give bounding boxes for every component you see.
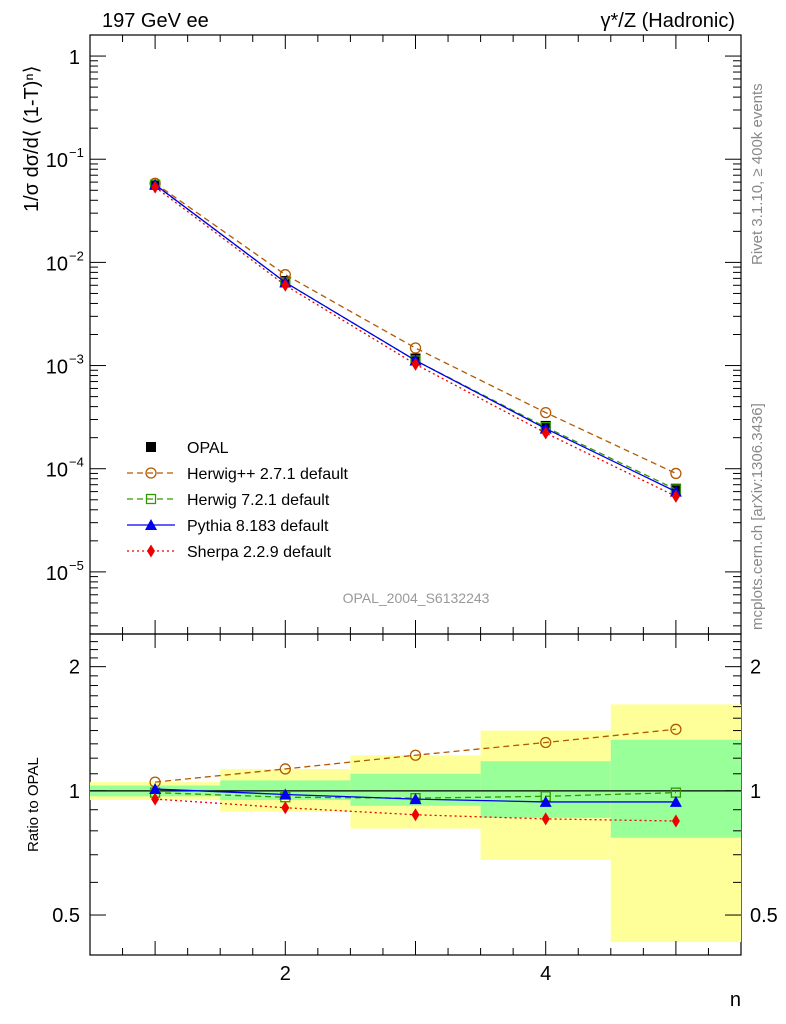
legend-label: Herwig++ 2.7.1 default: [187, 466, 349, 483]
y-tick-label-exponent: −3: [69, 352, 84, 367]
band-inner-bin: [480, 761, 611, 818]
x-axis-label: n: [730, 989, 741, 1011]
series-line-main: [154, 186, 677, 497]
series-layer: [149, 177, 682, 828]
title-right: γ*/Z (Hadronic): [601, 10, 735, 32]
y-tick-label: 10: [46, 357, 68, 379]
series-point-ratio: [409, 749, 422, 761]
ratio-tick-label-right: 0.5: [750, 905, 778, 927]
series-point-ratio: [409, 793, 422, 805]
watermark: OPAL_2004_S6132243: [343, 590, 490, 606]
legend-marker: [145, 467, 157, 479]
legend-label-opal: OPAL: [187, 440, 229, 457]
legend-marker: [145, 519, 157, 530]
legend-marker: [145, 493, 157, 505]
series-point-ratio: [670, 723, 682, 735]
legend-label: Herwig 7.2.1 default: [187, 492, 330, 509]
legend-label: Pythia 8.183 default: [187, 518, 329, 535]
legend-marker: [147, 544, 155, 558]
series-point-main: [670, 467, 682, 480]
series-point-main: [409, 342, 422, 354]
series-point-ratio: [281, 801, 290, 815]
ratio-y-axis-label: Ratio to OPAL: [25, 757, 42, 852]
series-line-main: [154, 184, 677, 491]
series-point-main: [671, 489, 680, 503]
y-tick-label: 10: [46, 253, 68, 275]
legend-marker-opal: [146, 442, 156, 452]
series-point-ratio: [539, 795, 552, 807]
title-left: 197 GeV ee: [102, 10, 209, 32]
series-line-main: [154, 184, 677, 493]
ratio-tick-label-left: 1: [69, 781, 80, 803]
side-text-bottom: mcplots.cern.ch [arXiv:1306.3436]: [749, 403, 766, 630]
ratio-tick-label-right: 2: [750, 657, 761, 679]
series-point-ratio: [149, 783, 162, 795]
series-point-ratio: [540, 736, 552, 749]
legend: OPAL Herwig++ 2.7.1 default Herwig 7.2.1 d…: [127, 440, 349, 561]
y-tick-label-exponent: −4: [69, 455, 84, 470]
y-tick-label-exponent: −2: [69, 248, 84, 263]
y-tick-label-exponent: −5: [69, 558, 84, 573]
y-tick-label: 1: [69, 47, 80, 69]
y-tick-label-exponent: −1: [69, 145, 84, 160]
series-point-ratio: [669, 795, 682, 807]
series-point-ratio: [671, 814, 680, 828]
ratio-tick-label-left: 2: [69, 657, 80, 679]
ratio-tick-label-left: 0.5: [52, 905, 80, 927]
series-point-main: [540, 406, 552, 419]
series-point-ratio: [541, 812, 550, 826]
series-point-main: [411, 357, 420, 371]
series-point-main: [541, 426, 550, 440]
series-point-ratio: [411, 808, 420, 822]
y-tick-label: 10: [46, 150, 68, 172]
x-tick-label: 2: [280, 963, 291, 985]
side-text-top: Rivet 3.1.10, ≥ 400k events: [749, 83, 766, 265]
series-point-main: [281, 278, 290, 292]
x-tick-label: 4: [540, 963, 551, 985]
series-line-main: [154, 182, 677, 475]
legend-label: Sherpa 2.2.9 default: [187, 544, 332, 561]
series-point-ratio: [151, 792, 160, 806]
y-tick-label: 10: [46, 460, 68, 482]
series-point-main: [151, 180, 160, 194]
uncertainty-bands: [90, 704, 741, 943]
y-tick-label: 10: [46, 563, 68, 585]
ratio-tick-label-right: 1: [750, 781, 761, 803]
series-line-ratio: [155, 728, 676, 783]
series-point-ratio: [279, 788, 292, 800]
y-axis-label: 1/σ dσ/d⟨ (1-T)ⁿ⟩: [21, 65, 43, 212]
series-point-ratio: [279, 763, 291, 775]
